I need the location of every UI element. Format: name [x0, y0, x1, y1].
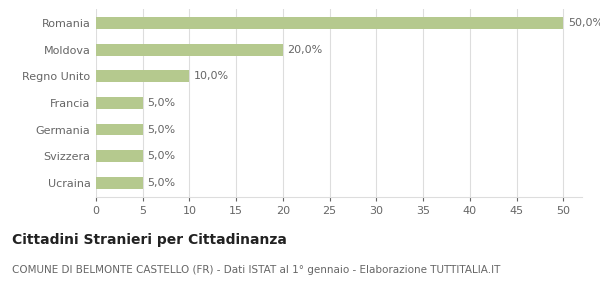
Bar — [96, 17, 563, 29]
Text: 5,0%: 5,0% — [148, 178, 176, 188]
Text: 5,0%: 5,0% — [148, 124, 176, 135]
Bar — [96, 70, 190, 82]
Text: COMUNE DI BELMONTE CASTELLO (FR) - Dati ISTAT al 1° gennaio - Elaborazione TUTTI: COMUNE DI BELMONTE CASTELLO (FR) - Dati … — [12, 265, 500, 275]
Bar — [96, 150, 143, 162]
Text: 5,0%: 5,0% — [148, 98, 176, 108]
Text: 10,0%: 10,0% — [194, 71, 229, 81]
Bar — [96, 177, 143, 188]
Text: 50,0%: 50,0% — [568, 18, 600, 28]
Text: 20,0%: 20,0% — [287, 45, 323, 55]
Text: 5,0%: 5,0% — [148, 151, 176, 161]
Bar — [96, 97, 143, 109]
Bar — [96, 44, 283, 56]
Text: Cittadini Stranieri per Cittadinanza: Cittadini Stranieri per Cittadinanza — [12, 233, 287, 247]
Bar — [96, 124, 143, 135]
